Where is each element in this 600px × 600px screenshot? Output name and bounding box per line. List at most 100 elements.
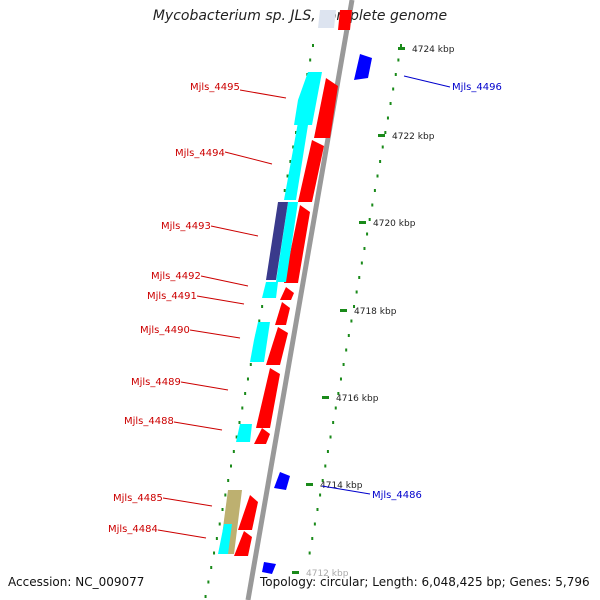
inner-tick-dot <box>241 406 244 410</box>
inner-tick-dot <box>204 595 207 598</box>
inner-tick-dot <box>258 319 261 323</box>
callout-line <box>196 295 245 305</box>
outer-tick-dot <box>347 334 350 337</box>
gene-top-light[interactable] <box>318 10 336 28</box>
outer-tick-dot <box>360 261 363 265</box>
forward-strand-genes <box>234 10 352 556</box>
gene-mjls-4494-cyan[interactable] <box>284 100 312 200</box>
kbp-tick-mark <box>340 309 347 312</box>
inner-tick-dot <box>244 392 247 395</box>
callout-line <box>189 329 241 339</box>
kbp-tick-mark <box>322 396 329 399</box>
gene-label-mjls-4495[interactable]: Mjls_4495 <box>190 82 240 93</box>
gene-mjls-4486-blue[interactable] <box>274 472 290 490</box>
gene-label-mjls-4496[interactable]: Mjls_4496 <box>452 82 502 93</box>
genome-backbone <box>245 0 355 600</box>
outer-tick-dot <box>379 160 382 163</box>
kbp-tick-label: 4722 kbp <box>392 132 435 142</box>
inner-tick-dot <box>210 566 213 569</box>
kbp-tick-mark <box>359 221 366 224</box>
gene-mjls-4490b-red[interactable] <box>266 327 288 365</box>
gene-label-mjls-4491[interactable]: Mjls_4491 <box>147 291 197 302</box>
kbp-tick-label: 4712 kbp <box>306 569 349 579</box>
gene-label-mjls-4486[interactable]: Mjls_4486 <box>372 490 422 501</box>
gene-mjls-4484-cyan[interactable] <box>218 524 232 554</box>
inner-tick-dot <box>292 145 295 149</box>
inner-tick-dot <box>286 174 289 178</box>
outer-tick-dot <box>342 363 345 366</box>
callout-line <box>210 225 259 237</box>
gene-label-mjls-4484[interactable]: Mjls_4484 <box>108 524 158 535</box>
inner-tick-dot <box>312 44 314 47</box>
outer-tick-dot <box>339 377 342 381</box>
inner-tick-dot <box>309 58 312 62</box>
inner-tick-dot <box>227 479 230 482</box>
other-genes <box>262 54 372 574</box>
outer-tick-dot <box>400 44 402 47</box>
inner-tick-dot <box>224 493 227 497</box>
gene-mjls-4492-cyan[interactable] <box>262 282 278 298</box>
gene-label-mjls-4490[interactable]: Mjls_4490 <box>140 325 190 336</box>
gene-label-mjls-4488[interactable]: Mjls_4488 <box>124 416 174 427</box>
kbp-tick-mark <box>398 47 405 50</box>
callout-line <box>157 529 207 539</box>
reverse-strand-genes <box>218 10 336 554</box>
outer-tick-dot <box>353 305 356 308</box>
inner-tick-dot <box>295 131 298 134</box>
gene-label-mjls-4492[interactable]: Mjls_4492 <box>151 271 201 282</box>
inner-tick-dot <box>221 508 224 511</box>
gene-mjls-4494-red[interactable] <box>298 140 324 202</box>
callout-line <box>173 421 223 431</box>
outer-tick-dot <box>392 87 395 91</box>
gene-mjls-4491-red[interactable] <box>280 287 294 300</box>
gene-label-mjls-4493[interactable]: Mjls_4493 <box>161 221 211 232</box>
gene-mjls-4495-red[interactable] <box>314 78 338 138</box>
kbp-tick-mark <box>292 571 299 574</box>
kbp-tick-label: 4718 kbp <box>354 307 397 317</box>
gene-mjls-4490a-red[interactable] <box>275 302 290 325</box>
outer-tick-dot <box>334 406 337 410</box>
outer-tick-dot <box>316 508 319 511</box>
gene-mjls-4490-cyan[interactable] <box>250 322 270 362</box>
gene-mjls-4485-red[interactable] <box>238 495 258 530</box>
inner-tick-dot <box>218 522 221 526</box>
outer-tick-dot <box>394 73 397 76</box>
gene-mjls-4488-red[interactable] <box>254 428 270 444</box>
outer-tick-dot <box>363 247 366 250</box>
callout-line <box>162 497 213 507</box>
outer-tick-dot <box>337 392 340 395</box>
callout-line <box>224 151 273 165</box>
outer-tick-dot <box>355 290 358 294</box>
inner-tick-dot <box>249 363 252 366</box>
inner-tick-dot <box>238 421 241 424</box>
outer-tick-dot <box>389 102 392 105</box>
outer-tick-dot <box>332 421 335 424</box>
gene-label-mjls-4485[interactable]: Mjls_4485 <box>113 493 163 504</box>
gene-label-mjls-4494[interactable]: Mjls_4494 <box>175 148 225 159</box>
inner-tick-dot <box>261 305 264 308</box>
kbp-tick-mark <box>378 134 385 137</box>
outer-tick-dot <box>321 479 324 482</box>
map-title: Mycobacterium sp. JLS, complete genome <box>152 8 448 24</box>
outer-tick-dot <box>366 232 369 236</box>
gene-mjls-4488-cyan[interactable] <box>236 424 252 442</box>
gene-bottom-blue[interactable] <box>262 562 276 574</box>
gene-mjls-4493-navy[interactable] <box>266 202 288 280</box>
gene-mjls-4484-red[interactable] <box>234 531 252 556</box>
accession-label: Accession: NC_009077 <box>8 575 145 589</box>
kbp-scale: 4724 kbp 4722 kbp 4720 kbp 4718 kbp 4716 kbp… <box>292 45 455 579</box>
outer-tick-dot <box>308 551 311 555</box>
gene-mjls-4493-red[interactable] <box>284 205 310 283</box>
gene-mjls-4493-cyan[interactable] <box>276 202 298 282</box>
gene-mjls-4496-blue[interactable] <box>354 54 372 80</box>
outer-tick-dot <box>373 189 376 192</box>
callout-line <box>180 381 229 391</box>
gene-top-red[interactable] <box>338 10 352 30</box>
kbp-tick-mark <box>306 483 313 486</box>
outer-tick-dot <box>311 537 314 540</box>
gene-mjls-4489-red[interactable] <box>256 368 280 428</box>
callout-line <box>239 89 287 99</box>
gene-label-mjls-4489[interactable]: Mjls_4489 <box>131 377 181 388</box>
kbp-tick-label: 4716 kbp <box>336 394 379 404</box>
